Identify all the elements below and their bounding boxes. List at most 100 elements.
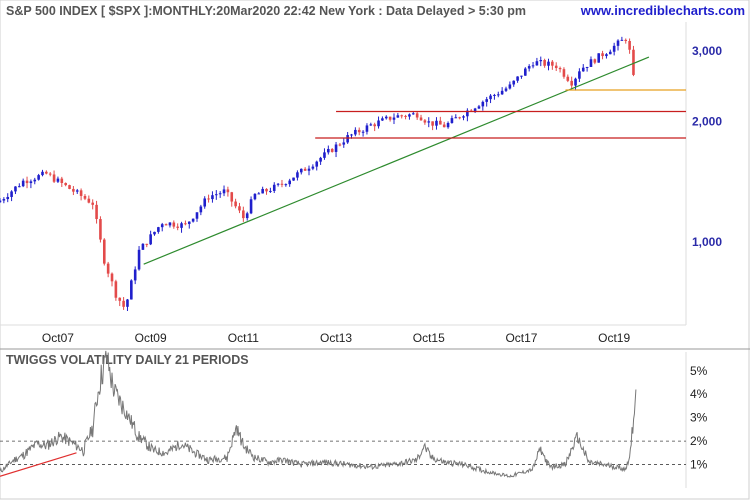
candle-body [60, 178, 64, 183]
candle-body [168, 222, 172, 226]
volatility-series [0, 350, 637, 478]
candle-body [122, 300, 125, 307]
candle-body [527, 66, 531, 69]
candle-body [56, 178, 60, 182]
candle-body [288, 180, 291, 185]
candle-body [211, 195, 214, 200]
candle-body [315, 161, 319, 167]
candle-body [427, 121, 431, 123]
candle-body [95, 204, 98, 220]
x-tick-label: Oct09 [135, 331, 167, 345]
candle-body [2, 199, 6, 201]
candle-body [141, 243, 145, 250]
candle-body [25, 180, 29, 184]
candle-body [327, 148, 330, 153]
candle-body [628, 40, 631, 50]
candle-body [558, 68, 562, 70]
candle-body [496, 94, 500, 96]
candle-body [396, 115, 400, 118]
x-tick-label: Oct19 [598, 331, 630, 345]
candle-body [118, 297, 122, 301]
candle-body [319, 157, 322, 162]
price-tick-label: 1,000 [692, 235, 722, 249]
candle-body [361, 131, 365, 133]
candle-body [601, 53, 604, 57]
site-url[interactable]: www.incrediblecharts.com [580, 3, 745, 18]
candle-body [365, 125, 369, 132]
candle-body [37, 175, 40, 180]
candle-body [439, 120, 442, 125]
candle-body [581, 67, 585, 72]
candle-body [145, 243, 149, 245]
candle-body [473, 108, 477, 112]
candle-body [450, 118, 454, 123]
candle-body [411, 113, 415, 115]
candle-body [377, 120, 380, 127]
candle-body [245, 213, 249, 219]
candle-body [531, 65, 535, 67]
candle-body [180, 223, 183, 228]
candle-body [585, 66, 589, 68]
candle-body [423, 120, 427, 123]
candle-body [303, 168, 307, 171]
candle-body [187, 221, 191, 224]
candle-body [543, 60, 546, 66]
candle-body [242, 210, 245, 219]
candle-body [0, 200, 2, 203]
candle-body [458, 117, 461, 119]
candle-body [566, 76, 570, 81]
candle-body [446, 122, 450, 128]
candle-body [350, 134, 353, 136]
candle-body [292, 177, 295, 181]
site-backdrop [560, 2, 746, 19]
candle-body [373, 124, 376, 127]
candle-body [33, 179, 37, 182]
candle-body [41, 171, 44, 176]
candle-body [215, 194, 218, 196]
volatility-tick-label: 5% [690, 364, 708, 378]
volatility-tick-label: 3% [690, 411, 708, 425]
candle-body [102, 239, 106, 264]
volatility-title: TWIGGS VOLATILITY DAILY 21 PERIODS [6, 353, 249, 367]
candle-body [195, 212, 199, 219]
candle-body [296, 172, 299, 178]
candle-body [176, 226, 179, 228]
candle-body [589, 59, 593, 67]
trendline [143, 56, 650, 265]
candle-body [222, 189, 226, 194]
candle-body [462, 116, 465, 118]
candle-body [218, 193, 222, 195]
candle-body [130, 280, 133, 300]
candle-body [207, 198, 210, 200]
candle-body [551, 61, 554, 66]
candle-body [133, 269, 137, 281]
candle-body [184, 223, 187, 225]
candle-body [87, 198, 91, 203]
candle-body [616, 40, 620, 46]
candle-body [381, 118, 384, 121]
candle-body [272, 184, 276, 191]
candle-body [369, 124, 373, 126]
candle-body [72, 188, 75, 192]
candle-body [338, 144, 342, 146]
candle-body [512, 80, 516, 85]
candle-body [21, 180, 25, 187]
candle-body [489, 95, 492, 100]
x-axis-labels: Oct07 Oct09 Oct11 Oct13 Oct15 Oct17 Oct19 [42, 331, 631, 345]
volatility-reference-lines [0, 440, 686, 465]
candle-body [404, 115, 407, 117]
candle-body [18, 186, 21, 188]
candle-body [191, 218, 195, 222]
volatility-tick-label: 2% [690, 434, 708, 448]
candle-body [442, 124, 446, 128]
candle-body [357, 129, 361, 133]
price-tick-label: 3,000 [692, 44, 722, 58]
candle-body [435, 120, 438, 126]
candle-body [330, 148, 334, 152]
candle-body [415, 113, 419, 118]
candle-body [493, 94, 496, 96]
candle-body [388, 116, 392, 120]
candle-body [419, 117, 423, 121]
candle-body [608, 51, 612, 55]
candle-body [160, 224, 164, 228]
